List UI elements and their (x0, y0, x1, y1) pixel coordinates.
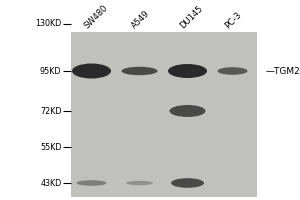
Text: SW480: SW480 (82, 3, 109, 30)
Text: DU145: DU145 (178, 4, 205, 30)
Text: 43KD: 43KD (40, 178, 62, 188)
Ellipse shape (126, 181, 153, 185)
Text: A549: A549 (130, 8, 152, 30)
Text: PC-3: PC-3 (223, 10, 243, 30)
Ellipse shape (122, 67, 158, 75)
Ellipse shape (218, 67, 248, 75)
Ellipse shape (76, 180, 106, 186)
Text: —TGM2: —TGM2 (266, 66, 300, 75)
Text: 72KD: 72KD (40, 106, 62, 116)
Text: 130KD: 130KD (35, 20, 62, 28)
Ellipse shape (72, 64, 111, 78)
Text: 55KD: 55KD (40, 142, 62, 152)
Ellipse shape (169, 105, 206, 117)
Ellipse shape (168, 64, 207, 78)
Text: 95KD: 95KD (40, 66, 62, 75)
FancyBboxPatch shape (70, 32, 256, 197)
Ellipse shape (171, 178, 204, 188)
